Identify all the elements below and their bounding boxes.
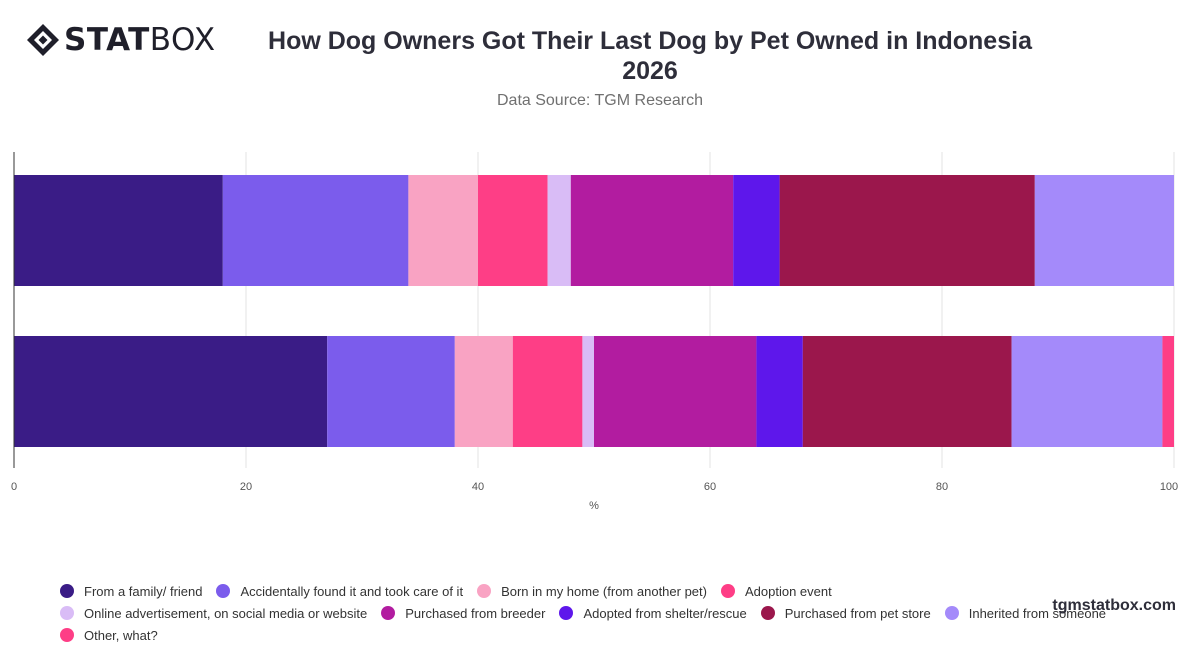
legend-label: From a family/ friend: [84, 583, 203, 599]
legend-item[interactable]: Adopted from shelter/rescue: [559, 602, 747, 624]
bar-segment: [594, 336, 757, 447]
bar-segment: [1011, 336, 1163, 447]
x-tick-label: 80: [936, 481, 948, 493]
x-tick-label: 0: [11, 481, 17, 493]
bar-segment: [756, 336, 803, 447]
legend-swatch: [216, 584, 231, 598]
legend-item[interactable]: Adoption event: [720, 580, 832, 602]
bar-segment: [802, 336, 1012, 447]
legend-swatch: [381, 606, 396, 620]
legend-item[interactable]: From a family/ friend: [60, 580, 202, 602]
stacked-bar-chart: 0 20 40 60 80 100%: [11, 152, 1178, 512]
legend-swatch: [60, 606, 74, 620]
bar-segment: [512, 336, 583, 447]
legend-label: Online advertisement, on social media or…: [84, 605, 368, 621]
legend-label: Other, what?: [84, 627, 158, 643]
bar-segment: [454, 336, 513, 447]
statbox-logo: STATBOX: [26, 22, 216, 58]
bar-segment: [1034, 175, 1174, 286]
legend-swatch: [760, 606, 775, 620]
bar-segment: [14, 336, 328, 447]
legend-label: Born in my home (from another pet): [501, 583, 707, 599]
bar-segment: [408, 175, 478, 286]
bar-segment: [733, 175, 780, 286]
bar-segment: [582, 336, 594, 447]
legend-label: Accidentally found it and took care of i…: [240, 583, 464, 599]
legend-swatch: [944, 606, 959, 620]
legend-swatch: [60, 628, 74, 642]
x-tick-label: 20: [240, 481, 252, 493]
legend-label: Purchased from breeder: [405, 605, 546, 621]
legend-item[interactable]: Born in my home (from another pet): [477, 580, 707, 602]
legend-item[interactable]: Other, what?: [60, 624, 158, 646]
legend-label: Adopted from shelter/rescue: [583, 605, 747, 621]
bar-segment: [570, 175, 734, 286]
legend-swatch: [477, 584, 492, 598]
bar-segment: [478, 175, 548, 286]
x-axis-label: %: [589, 500, 599, 512]
chart-legend: From a family/ friend Accidentally found …: [60, 580, 1150, 646]
x-tick-label: 40: [472, 481, 484, 493]
bar-segment: [779, 175, 1035, 286]
legend-item[interactable]: Purchased from breeder: [381, 602, 545, 624]
diamond-logo-icon: [27, 24, 59, 56]
bar-segment: [222, 175, 409, 286]
bar-segment: [327, 336, 455, 447]
legend-item[interactable]: Online advertisement, on social media or…: [60, 602, 367, 624]
legend-item[interactable]: Purchased from pet store: [760, 602, 931, 624]
chart-title: How Dog Owners Got Their Last Dog by Pet…: [268, 27, 1032, 85]
chart-subtitle: Data Source: TGM Research: [496, 92, 703, 109]
legend-swatch: [559, 606, 574, 620]
logo-wordmark: STATBOX: [64, 22, 216, 58]
legend-label: Adoption event: [744, 583, 832, 599]
legend-swatch: [60, 584, 74, 598]
bar-segment: [547, 175, 571, 286]
legend-label: Purchased from pet store: [784, 605, 931, 621]
site-footer: tgmstatbox.com: [1052, 597, 1176, 614]
legend-item[interactable]: Accidentally found it and took care of i…: [216, 580, 463, 602]
bar-segment: [1162, 336, 1174, 447]
legend-item[interactable]: Inherited from someone: [944, 602, 1107, 624]
legend-label: Inherited from someone: [968, 605, 1107, 621]
x-tick-label: 100: [1160, 481, 1178, 493]
bar-segment: [14, 175, 223, 286]
x-tick-label: 60: [704, 481, 716, 493]
legend-swatch: [720, 584, 735, 598]
